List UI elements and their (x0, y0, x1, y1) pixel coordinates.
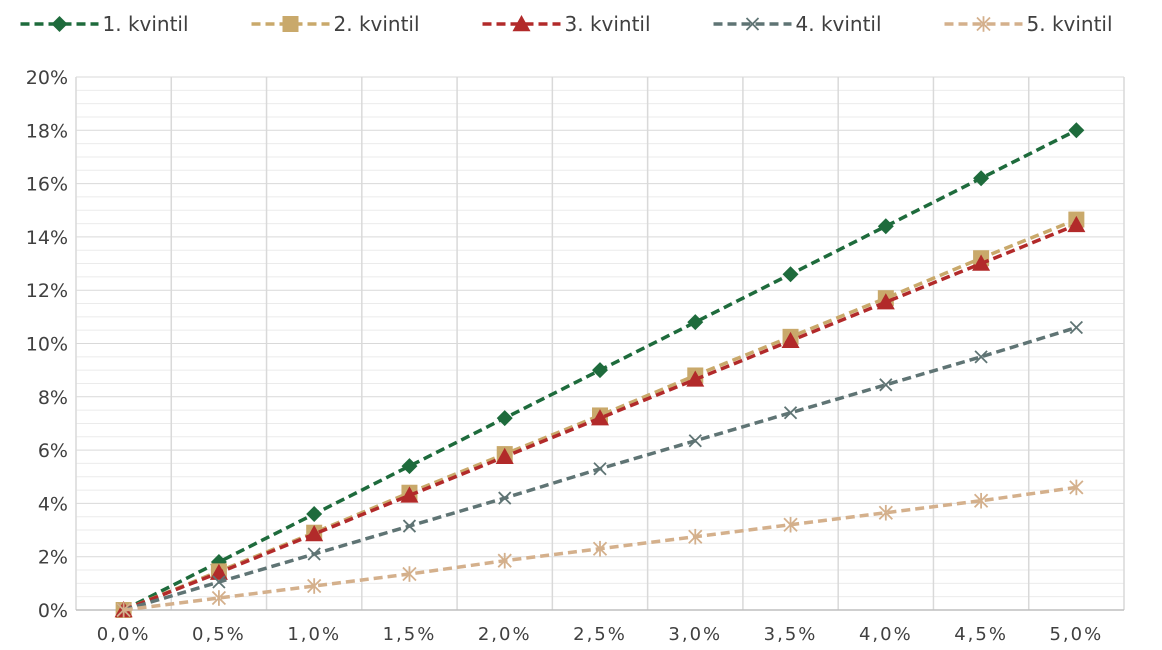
series-line (122, 223, 1078, 612)
data-point (498, 491, 512, 505)
data-point (592, 540, 608, 557)
data-point (876, 293, 895, 310)
x-marker-stroke (1069, 320, 1084, 335)
data-point (972, 254, 991, 271)
x-marker-stroke (879, 378, 893, 392)
data-point (307, 578, 322, 594)
legend-label: 2. kvintil (334, 12, 420, 36)
data-point (591, 409, 609, 426)
y-tick-label: 16% (26, 174, 68, 196)
legend: 1. kvintil 2. kvintil 3. kvintil 4. kvintil… (20, 12, 1113, 36)
data-point (1067, 215, 1086, 233)
y-tick-label: 6% (38, 440, 68, 462)
x-marker-stroke (974, 350, 988, 364)
y-tick-label: 10% (26, 334, 68, 356)
x-tick-label: 2,5% (573, 624, 627, 645)
legend-item-2: 2. kvintil (251, 12, 420, 36)
y-tick-label: 0% (38, 600, 68, 622)
data-point (592, 362, 608, 379)
y-tick-label: 2% (38, 547, 68, 569)
data-point (306, 506, 323, 523)
data-point (305, 525, 324, 542)
x-marker (745, 17, 760, 31)
legend-label: 4. kvintil (796, 12, 882, 36)
y-tick-label: 12% (26, 280, 68, 302)
x-tick-label: 0,0% (97, 624, 151, 645)
data-point (973, 170, 990, 187)
y-tick-label: 18% (26, 120, 68, 142)
data-point (307, 547, 321, 561)
data-point (1069, 320, 1084, 335)
data-point (593, 462, 607, 476)
diamond-marker (51, 16, 68, 32)
star-marker (976, 16, 991, 32)
x-tick-label: 4,5% (954, 624, 1008, 645)
x-tick-label: 1,5% (383, 624, 437, 645)
data-point (781, 331, 800, 349)
data-point (402, 566, 417, 582)
x-tick-label: 5,0% (1049, 624, 1103, 645)
data-point (783, 406, 798, 420)
x-marker-stroke (307, 547, 321, 561)
data-point (686, 370, 705, 387)
data-point (1069, 479, 1084, 496)
x-marker-stroke (783, 406, 798, 420)
legend-item-3: 3. kvintil (482, 12, 651, 36)
series-3 (114, 215, 1086, 618)
y-tick-label: 4% (38, 493, 68, 515)
data-point (209, 563, 228, 580)
data-point (879, 378, 893, 392)
x-tick-label: 0,5% (192, 624, 246, 645)
x-marker-stroke (498, 491, 512, 505)
data-point (782, 266, 799, 283)
data-point (211, 590, 227, 606)
data-point (212, 575, 226, 589)
x-marker-stroke (212, 575, 226, 589)
data-point (783, 516, 798, 533)
x-tick-label: 2,0% (478, 624, 532, 645)
x-tick-label: 1,0% (287, 624, 341, 645)
x-marker-stroke (402, 519, 417, 533)
data-point (401, 458, 418, 475)
data-point (974, 350, 988, 364)
y-tick-label: 14% (26, 227, 68, 249)
data-point (496, 410, 513, 427)
x-marker-stroke (593, 462, 607, 476)
series-layer (114, 122, 1086, 618)
series-5 (116, 479, 1084, 618)
data-point (973, 492, 989, 509)
x-tick-label: 3,0% (668, 624, 722, 645)
square-marker (282, 16, 299, 32)
y-tick-label: 8% (38, 387, 68, 409)
legend-item-4: 4. kvintil (713, 12, 882, 36)
data-point (400, 486, 419, 503)
gridlines (75, 76, 1125, 610)
x-tick-label: 3,5% (764, 624, 818, 645)
triangle-marker (512, 15, 531, 32)
y-tick-label: 20% (26, 67, 68, 89)
data-point (495, 447, 514, 464)
data-point (402, 519, 417, 533)
data-point (497, 552, 512, 569)
data-point (688, 528, 703, 545)
data-point (687, 314, 704, 331)
axes: 0% 2% 4% 6% 8% 10% 12% 14% 16% 18% 20% 0,0% 0,5% 1,0%… (26, 67, 1124, 645)
legend-label: 1. kvintil (103, 12, 189, 36)
legend-label: 3. kvintil (565, 12, 651, 36)
x-marker-stroke (745, 17, 760, 31)
data-point (116, 602, 131, 618)
x-marker-stroke (688, 434, 702, 448)
data-point (1068, 122, 1085, 139)
legend-item-5: 5. kvintil (944, 12, 1113, 36)
data-point (688, 434, 702, 448)
legend-item-1: 1. kvintil (20, 12, 189, 36)
data-point (878, 504, 893, 521)
x-tick-label: 4,0% (859, 624, 913, 645)
data-point (877, 218, 894, 235)
legend-label: 5. kvintil (1027, 12, 1113, 36)
